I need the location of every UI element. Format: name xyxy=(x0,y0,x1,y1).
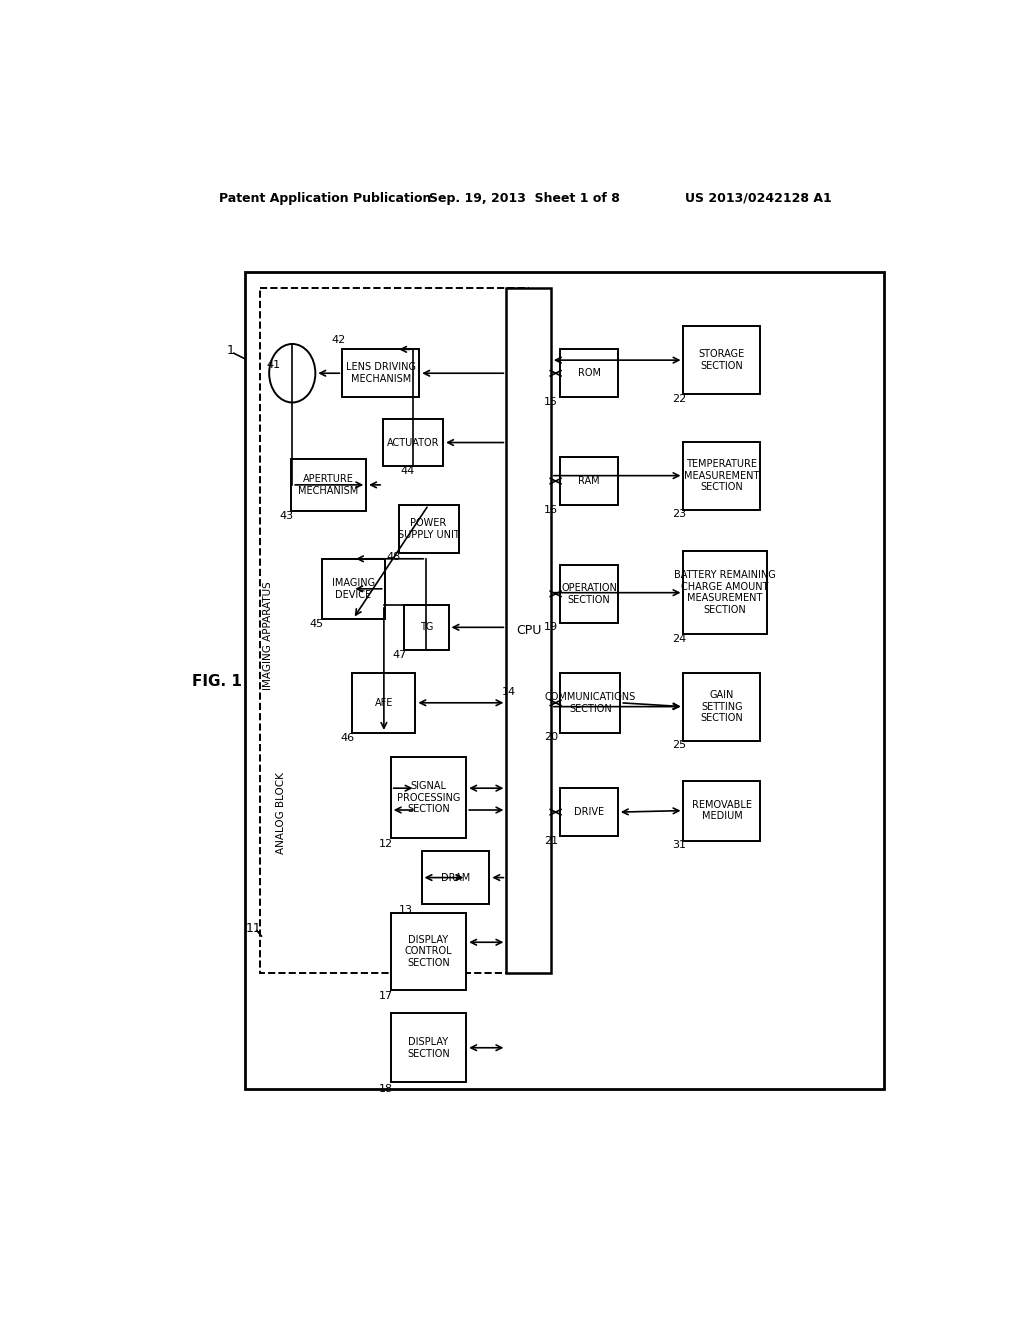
FancyBboxPatch shape xyxy=(683,673,761,741)
Text: GAIN
SETTING
SECTION: GAIN SETTING SECTION xyxy=(700,690,743,723)
Text: 42: 42 xyxy=(332,335,345,345)
FancyBboxPatch shape xyxy=(391,913,466,990)
FancyBboxPatch shape xyxy=(391,758,466,838)
Text: DRIVE: DRIVE xyxy=(574,807,604,817)
FancyBboxPatch shape xyxy=(683,326,761,395)
Text: ANALOG BLOCK: ANALOG BLOCK xyxy=(276,772,287,854)
Text: 14: 14 xyxy=(502,686,516,697)
FancyBboxPatch shape xyxy=(683,552,767,635)
Text: ACTUATOR: ACTUATOR xyxy=(387,437,439,447)
Text: APERTURE
MECHANISM: APERTURE MECHANISM xyxy=(298,474,358,496)
FancyBboxPatch shape xyxy=(383,418,443,466)
Text: 22: 22 xyxy=(672,393,686,404)
Text: IMAGING
DEVICE: IMAGING DEVICE xyxy=(332,578,375,599)
Text: ROM: ROM xyxy=(578,368,601,379)
FancyBboxPatch shape xyxy=(560,350,617,397)
Text: COMMUNICATIONS
SECTION: COMMUNICATIONS SECTION xyxy=(545,692,636,714)
Text: SIGNAL
PROCESSING
SECTION: SIGNAL PROCESSING SECTION xyxy=(397,781,460,814)
FancyBboxPatch shape xyxy=(322,558,385,619)
Text: 15: 15 xyxy=(544,397,558,407)
Text: CPU: CPU xyxy=(516,624,542,638)
Text: 18: 18 xyxy=(379,1084,393,1093)
Text: TG: TG xyxy=(420,622,433,632)
FancyBboxPatch shape xyxy=(260,288,528,973)
Ellipse shape xyxy=(269,345,315,403)
FancyBboxPatch shape xyxy=(560,788,617,836)
Text: 31: 31 xyxy=(672,841,686,850)
Text: 17: 17 xyxy=(379,991,393,1001)
Text: LENS DRIVING
MECHANISM: LENS DRIVING MECHANISM xyxy=(346,363,416,384)
Text: FIG. 1: FIG. 1 xyxy=(191,675,242,689)
Text: 24: 24 xyxy=(672,634,686,644)
Text: 19: 19 xyxy=(544,622,558,632)
Text: AFE: AFE xyxy=(375,698,393,708)
FancyBboxPatch shape xyxy=(403,605,449,649)
Text: 11: 11 xyxy=(246,921,262,935)
Text: 45: 45 xyxy=(310,619,324,630)
Text: 47: 47 xyxy=(393,649,408,660)
Text: TEMPERATURE
MEASUREMENT
SECTION: TEMPERATURE MEASUREMENT SECTION xyxy=(684,459,760,492)
FancyBboxPatch shape xyxy=(683,780,761,841)
Text: 44: 44 xyxy=(400,466,415,477)
Text: 48: 48 xyxy=(387,552,401,562)
Text: US 2013/0242128 A1: US 2013/0242128 A1 xyxy=(684,191,831,205)
Text: 16: 16 xyxy=(544,504,558,515)
Text: 13: 13 xyxy=(399,906,414,915)
FancyBboxPatch shape xyxy=(342,350,419,397)
FancyBboxPatch shape xyxy=(291,459,367,511)
Text: OPERATION
SECTION: OPERATION SECTION xyxy=(561,583,617,605)
Text: 23: 23 xyxy=(672,510,686,519)
FancyBboxPatch shape xyxy=(391,1014,466,1082)
Text: RAM: RAM xyxy=(579,477,600,486)
Text: REMOVABLE
MEDIUM: REMOVABLE MEDIUM xyxy=(692,800,752,821)
Text: 25: 25 xyxy=(672,741,686,750)
FancyBboxPatch shape xyxy=(560,457,617,506)
Text: IMAGING APPARATUS: IMAGING APPARATUS xyxy=(262,581,272,690)
FancyBboxPatch shape xyxy=(352,673,416,733)
FancyBboxPatch shape xyxy=(560,673,621,733)
Text: 41: 41 xyxy=(266,360,281,370)
FancyBboxPatch shape xyxy=(398,506,459,553)
Text: DRAM: DRAM xyxy=(441,873,470,883)
Text: 43: 43 xyxy=(279,511,293,520)
FancyBboxPatch shape xyxy=(683,442,761,510)
Text: POWER
SUPPLY UNIT: POWER SUPPLY UNIT xyxy=(397,517,460,540)
Text: 46: 46 xyxy=(341,733,354,743)
Text: BATTERY REMAINING
CHARGE AMOUNT
MEASUREMENT
SECTION: BATTERY REMAINING CHARGE AMOUNT MEASUREM… xyxy=(674,570,776,615)
Text: Sep. 19, 2013  Sheet 1 of 8: Sep. 19, 2013 Sheet 1 of 8 xyxy=(429,191,621,205)
Text: STORAGE
SECTION: STORAGE SECTION xyxy=(698,350,745,371)
Text: DISPLAY
SECTION: DISPLAY SECTION xyxy=(408,1038,450,1059)
Text: 21: 21 xyxy=(544,836,558,846)
Text: 12: 12 xyxy=(379,838,393,849)
FancyBboxPatch shape xyxy=(506,288,551,973)
FancyBboxPatch shape xyxy=(560,565,617,623)
Text: Patent Application Publication: Patent Application Publication xyxy=(219,191,431,205)
Text: DISPLAY
CONTROL
SECTION: DISPLAY CONTROL SECTION xyxy=(404,935,453,968)
FancyBboxPatch shape xyxy=(422,851,489,904)
Text: 20: 20 xyxy=(544,733,558,742)
Text: 1: 1 xyxy=(226,345,234,358)
FancyBboxPatch shape xyxy=(245,272,884,1089)
